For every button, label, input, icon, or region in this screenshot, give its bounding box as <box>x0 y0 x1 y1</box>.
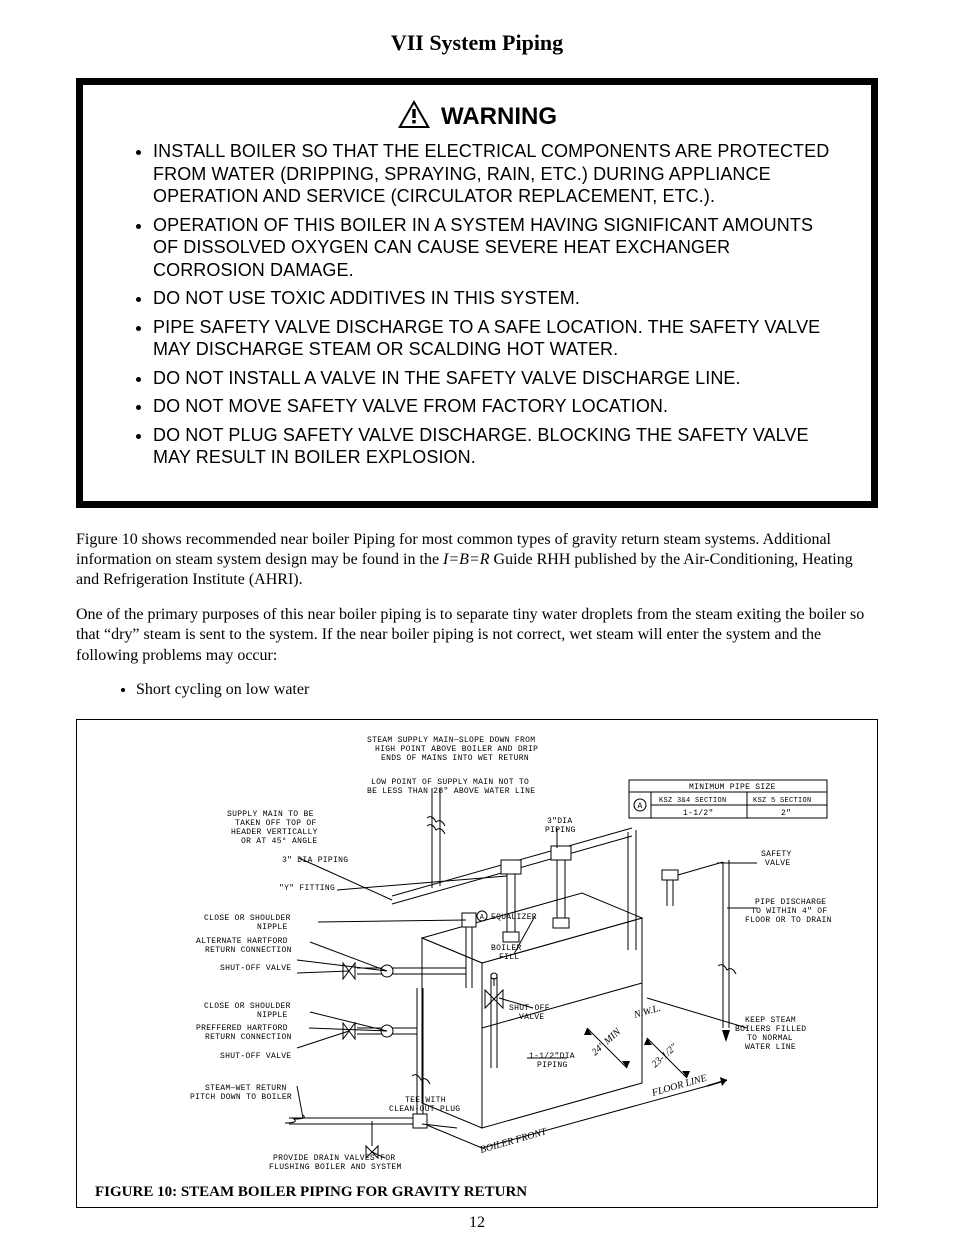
svg-text:TO WITHIN 4" OF: TO WITHIN 4" OF <box>751 907 828 916</box>
svg-text:CLOSE OR SHOULDER: CLOSE OR SHOULDER <box>204 1002 291 1011</box>
svg-text:EQUALIZER: EQUALIZER <box>491 913 537 922</box>
svg-text:BOILERS FILLED: BOILERS FILLED <box>735 1025 806 1034</box>
warning-item: DO NOT INSTALL A VALVE IN THE SAFETY VAL… <box>153 367 843 390</box>
svg-text:CLOSE OR SHOULDER: CLOSE OR SHOULDER <box>204 914 291 923</box>
svg-text:LOW POINT OF SUPPLY MAIN NOT T: LOW POINT OF SUPPLY MAIN NOT TO <box>371 778 529 787</box>
svg-text:3" DIA PIPING: 3" DIA PIPING <box>282 856 348 865</box>
svg-text:"Y" FITTING: "Y" FITTING <box>279 884 335 893</box>
warning-item: PIPE SAFETY VALVE DISCHARGE TO A SAFE LO… <box>153 316 843 361</box>
safety-valve <box>662 860 736 1042</box>
tbl-h2: KSZ 5 SECTION <box>753 797 812 805</box>
tbl-v2: 2" <box>781 809 791 818</box>
svg-text:PITCH DOWN TO BOILER: PITCH DOWN TO BOILER <box>190 1093 292 1102</box>
svg-text:SAFETY: SAFETY <box>761 850 792 859</box>
svg-text:TO NORMAL: TO NORMAL <box>747 1034 793 1043</box>
svg-text:HEADER VERTICALLY: HEADER VERTICALLY <box>231 828 318 837</box>
figure-caption: FIGURE 10: STEAM BOILER PIPING FOR GRAVI… <box>95 1184 867 1201</box>
svg-text:RETURN CONNECTION: RETURN CONNECTION <box>205 946 292 955</box>
svg-text:3"DIA: 3"DIA <box>547 817 573 826</box>
svg-text:FLOOR LINE: FLOOR LINE <box>650 1073 708 1099</box>
svg-text:WATER LINE: WATER LINE <box>745 1043 796 1052</box>
svg-text:HIGH POINT ABOVE BOILER AND DR: HIGH POINT ABOVE BOILER AND DRIP <box>375 745 538 754</box>
page-number: 12 <box>76 1214 878 1232</box>
warning-list: INSTALL BOILER SO THAT THE ELECTRICAL CO… <box>111 140 843 469</box>
svg-text:NIPPLE: NIPPLE <box>257 1011 288 1020</box>
warning-label: WARNING <box>441 103 557 131</box>
piping-diagram: MINIMUM PIPE SIZE A KSZ 3&4 SECTION KSZ … <box>87 728 867 1180</box>
svg-text:SHUT-OFF VALVE: SHUT-OFF VALVE <box>220 964 291 973</box>
svg-text:ENDS OF MAINS INTO WET RETURN: ENDS OF MAINS INTO WET RETURN <box>381 754 529 763</box>
svg-text:BE LESS THAN 28" ABOVE WATER L: BE LESS THAN 28" ABOVE WATER LINE <box>367 787 535 796</box>
svg-text:ALTERNATE HARTFORD: ALTERNATE HARTFORD <box>196 937 288 946</box>
svg-text:VALVE: VALVE <box>765 859 791 868</box>
svg-text:RETURN CONNECTION: RETURN CONNECTION <box>205 1033 292 1042</box>
warning-icon <box>397 99 431 134</box>
svg-text:PIPING: PIPING <box>545 826 576 835</box>
figure-10: MINIMUM PIPE SIZE A KSZ 3&4 SECTION KSZ … <box>76 719 878 1208</box>
paragraph-1: Figure 10 shows recommended near boiler … <box>76 530 878 591</box>
body-list: Short cycling on low water <box>76 680 878 701</box>
svg-text:PROVIDE DRAIN VALVES FOR: PROVIDE DRAIN VALVES FOR <box>273 1154 395 1163</box>
svg-text:KEEP STEAM: KEEP STEAM <box>745 1016 796 1025</box>
svg-text:A: A <box>480 914 485 922</box>
svg-text:SHUT-OFF VALVE: SHUT-OFF VALVE <box>220 1052 291 1061</box>
svg-text:FILL: FILL <box>499 953 519 962</box>
svg-text:FLUSHING BOILER AND SYSTEM: FLUSHING BOILER AND SYSTEM <box>269 1163 402 1172</box>
tbl-v1: 1-1/2" <box>683 809 714 818</box>
warning-item: DO NOT PLUG SAFETY VALVE DISCHARGE. BLOC… <box>153 424 843 469</box>
svg-text:SHUT-OFF: SHUT-OFF <box>509 1004 550 1013</box>
svg-text:SUPPLY MAIN TO BE: SUPPLY MAIN TO BE <box>227 810 314 819</box>
page-title: VII System Piping <box>76 30 878 56</box>
svg-text:BOILER FRONT: BOILER FRONT <box>479 1126 549 1156</box>
svg-text:CLEAN-OUT PLUG: CLEAN-OUT PLUG <box>389 1105 460 1114</box>
svg-text:PIPING: PIPING <box>537 1061 568 1070</box>
warning-item: OPERATION OF THIS BOILER IN A SYSTEM HAV… <box>153 214 843 282</box>
warning-item: INSTALL BOILER SO THAT THE ELECTRICAL CO… <box>153 140 843 208</box>
pipe-size-table: MINIMUM PIPE SIZE A KSZ 3&4 SECTION KSZ … <box>629 780 827 818</box>
svg-text:FLOOR OR TO DRAIN: FLOOR OR TO DRAIN <box>745 916 832 925</box>
boiler-body <box>422 893 727 1148</box>
svg-text:TAKEN OFF TOP OF: TAKEN OFF TOP OF <box>235 819 317 828</box>
warning-box: WARNING INSTALL BOILER SO THAT THE ELECT… <box>76 78 878 508</box>
svg-text:PIPE DISCHARGE: PIPE DISCHARGE <box>755 898 826 907</box>
svg-text:1-1/2"DIA: 1-1/2"DIA <box>529 1052 575 1061</box>
svg-text:VALVE: VALVE <box>519 1013 545 1022</box>
warning-header: WARNING <box>111 99 843 134</box>
svg-text:BOILER: BOILER <box>491 944 522 953</box>
page: VII System Piping WARNING INSTALL BOILER… <box>0 0 954 1252</box>
svg-text:PREFFERED HARTFORD: PREFFERED HARTFORD <box>196 1024 288 1033</box>
paragraph-2: One of the primary purposes of this near… <box>76 605 878 666</box>
tbl-title: MINIMUM PIPE SIZE <box>689 783 776 792</box>
svg-text:TEE WITH: TEE WITH <box>405 1096 446 1105</box>
svg-text:OR AT 45° ANGLE: OR AT 45° ANGLE <box>241 837 318 846</box>
svg-text:STEAM—WET RETURN: STEAM—WET RETURN <box>205 1084 287 1093</box>
body-list-item: Short cycling on low water <box>136 680 878 701</box>
warning-item: DO NOT USE TOXIC ADDITIVES IN THIS SYSTE… <box>153 287 843 310</box>
svg-text:NIPPLE: NIPPLE <box>257 923 288 932</box>
warning-item: DO NOT MOVE SAFETY VALVE FROM FACTORY LO… <box>153 395 843 418</box>
svg-text:STEAM SUPPLY MAIN—SLOPE DOWN F: STEAM SUPPLY MAIN—SLOPE DOWN FROM <box>367 736 535 745</box>
tbl-a: A <box>638 802 643 811</box>
p1-ital: I=B=R <box>443 551 489 568</box>
tbl-h1: KSZ 3&4 SECTION <box>659 797 727 805</box>
